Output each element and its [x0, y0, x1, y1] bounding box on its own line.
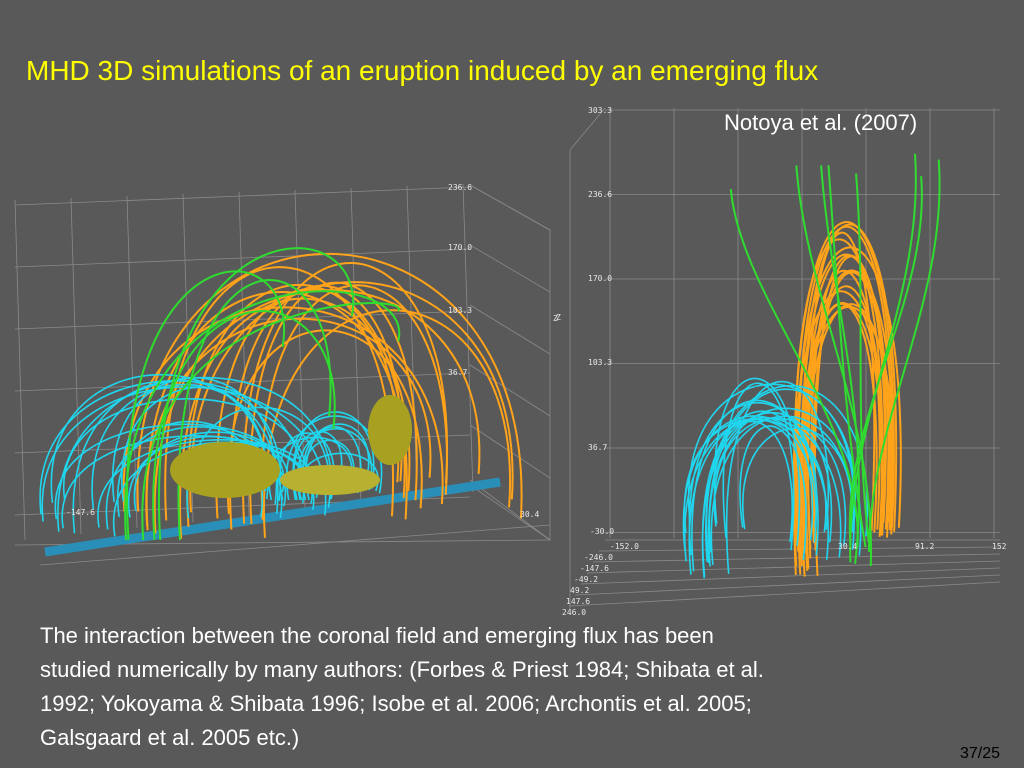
axis-label: 147.6 [566, 597, 590, 606]
field-line [849, 153, 917, 563]
page-number: 37/25 [960, 745, 1000, 762]
field-line [803, 269, 881, 568]
axis-label: Z [556, 313, 561, 322]
axis-label: 30.4 [838, 542, 857, 551]
field-line [124, 290, 401, 541]
field-line [739, 425, 807, 560]
axis-label: -246.0 [584, 553, 613, 562]
body-line: Galsgaard et al. 2005 etc.) [40, 725, 299, 750]
body-line: 1992; Yokoyama & Shibata 1996; Isobe et … [40, 691, 752, 716]
axis-label: 170.0 [588, 274, 612, 283]
field-line [827, 165, 867, 548]
grid-line [586, 560, 1001, 574]
axis-label: 236.6 [448, 183, 472, 192]
grid-line [568, 581, 1001, 607]
current-sheet [280, 465, 380, 495]
field-line [810, 254, 887, 544]
grid-line [14, 248, 471, 268]
field-line [226, 329, 423, 515]
field-line [868, 159, 941, 552]
field-line [50, 374, 269, 503]
field-line [177, 279, 332, 541]
field-line [707, 388, 855, 567]
axis-label: -152.0 [610, 542, 639, 551]
axis-label: 170.0 [448, 243, 472, 252]
grid-line [469, 304, 551, 355]
axis-label: 303.3 [588, 106, 612, 115]
grid-line [580, 567, 1001, 585]
grid-line [469, 244, 551, 293]
axis-label: -49.2 [574, 575, 598, 584]
grid-line [469, 424, 551, 479]
field-line [688, 402, 818, 556]
field-lines [39, 153, 941, 579]
field-line [705, 420, 793, 564]
grid-line [14, 310, 471, 330]
current-sheet [368, 395, 412, 465]
axis-label: 36.7 [448, 368, 467, 377]
axis-label: 103.3 [448, 306, 472, 315]
field-line [262, 309, 512, 538]
field-line [54, 423, 290, 520]
field-line [713, 417, 847, 546]
field-line [725, 380, 830, 574]
field-line [242, 262, 449, 524]
grid-line [39, 524, 551, 566]
field-line [145, 317, 432, 527]
citation: Notoya et al. (2007) [724, 110, 917, 135]
current-sheet [170, 442, 280, 498]
axis-label: 36.7 [588, 443, 607, 452]
axis-label: 91.2 [915, 542, 934, 551]
slide-title: MHD 3D simulations of an eruption induce… [26, 55, 818, 86]
field-line [179, 297, 411, 539]
axis-label: 103.3 [588, 358, 612, 367]
field-line [687, 383, 857, 523]
field-line [152, 310, 336, 541]
field-line [111, 376, 278, 505]
field-line [848, 176, 923, 546]
field-line [688, 419, 817, 575]
field-line [127, 435, 287, 518]
axis-label: 236.6 [588, 190, 612, 199]
field-line [713, 377, 801, 546]
axis-label: 30.4 [520, 510, 539, 519]
field-line [683, 418, 827, 533]
field-line [157, 247, 355, 541]
field-line [164, 266, 395, 521]
axis-label: 246.0 [562, 608, 586, 617]
field-line [710, 415, 855, 566]
axis-label: 152 [992, 542, 1007, 551]
axis-label: Z [553, 314, 558, 323]
axis-label: -30.0 [590, 527, 614, 536]
grid-line [406, 185, 418, 499]
field-line [813, 255, 886, 576]
field-line [141, 302, 400, 541]
grid-line [14, 186, 471, 206]
grid-line [462, 183, 474, 493]
field-line [793, 238, 884, 545]
field-line [797, 225, 893, 557]
field-line [855, 173, 870, 543]
grid-line [126, 195, 138, 529]
grid-line [469, 484, 551, 541]
axis-label: 49.2 [570, 586, 589, 595]
field-line [795, 165, 873, 567]
axis-label: -147.6 [66, 508, 95, 517]
body-line: studied numerically by many authors: (Fo… [40, 657, 764, 682]
flux-tube [44, 477, 501, 557]
grid-line [574, 574, 1001, 596]
grid-line [14, 199, 26, 541]
grid-line [569, 107, 606, 151]
grid-line [469, 184, 551, 231]
body-line: The interaction between the coronal fiel… [40, 623, 714, 648]
field-line [126, 270, 286, 541]
field-line [145, 291, 406, 531]
axis-label: -147.6 [580, 564, 609, 573]
grid-line [469, 364, 551, 417]
grid-line [70, 197, 82, 535]
field-line [701, 412, 833, 579]
